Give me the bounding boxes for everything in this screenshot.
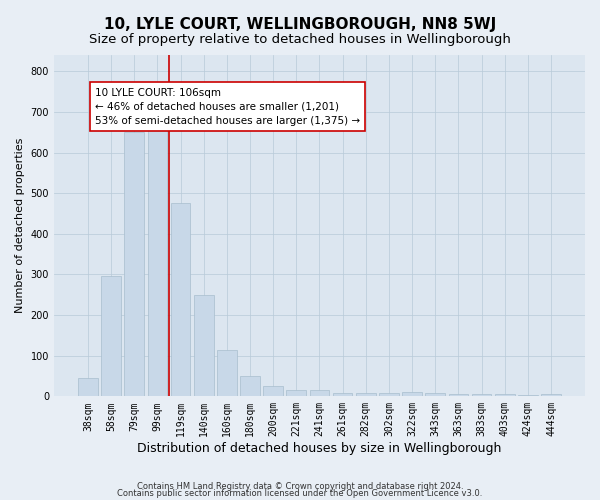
Bar bbox=[78, 378, 98, 396]
Bar bbox=[449, 394, 468, 396]
Text: 10 LYLE COURT: 106sqm
← 46% of detached houses are smaller (1,201)
53% of semi-d: 10 LYLE COURT: 106sqm ← 46% of detached … bbox=[95, 88, 360, 126]
Bar bbox=[194, 294, 214, 396]
Y-axis label: Number of detached properties: Number of detached properties bbox=[15, 138, 25, 314]
Bar bbox=[541, 394, 561, 396]
Bar bbox=[518, 395, 538, 396]
Text: 10, LYLE COURT, WELLINGBOROUGH, NN8 5WJ: 10, LYLE COURT, WELLINGBOROUGH, NN8 5WJ bbox=[104, 18, 496, 32]
Bar bbox=[263, 386, 283, 396]
Bar bbox=[217, 350, 236, 397]
Bar bbox=[170, 204, 190, 396]
Text: Contains HM Land Registry data © Crown copyright and database right 2024.: Contains HM Land Registry data © Crown c… bbox=[137, 482, 463, 491]
Bar bbox=[148, 128, 167, 396]
Bar bbox=[333, 393, 352, 396]
Bar bbox=[240, 376, 260, 396]
Bar bbox=[472, 394, 491, 396]
Bar bbox=[402, 392, 422, 396]
Bar bbox=[495, 394, 515, 396]
Text: Contains public sector information licensed under the Open Government Licence v3: Contains public sector information licen… bbox=[118, 489, 482, 498]
Bar bbox=[286, 390, 306, 396]
Bar bbox=[356, 393, 376, 396]
Bar bbox=[425, 393, 445, 396]
Bar bbox=[101, 276, 121, 396]
Bar bbox=[379, 393, 399, 396]
Bar bbox=[124, 132, 144, 396]
X-axis label: Distribution of detached houses by size in Wellingborough: Distribution of detached houses by size … bbox=[137, 442, 502, 455]
Text: Size of property relative to detached houses in Wellingborough: Size of property relative to detached ho… bbox=[89, 32, 511, 46]
Bar bbox=[310, 390, 329, 396]
